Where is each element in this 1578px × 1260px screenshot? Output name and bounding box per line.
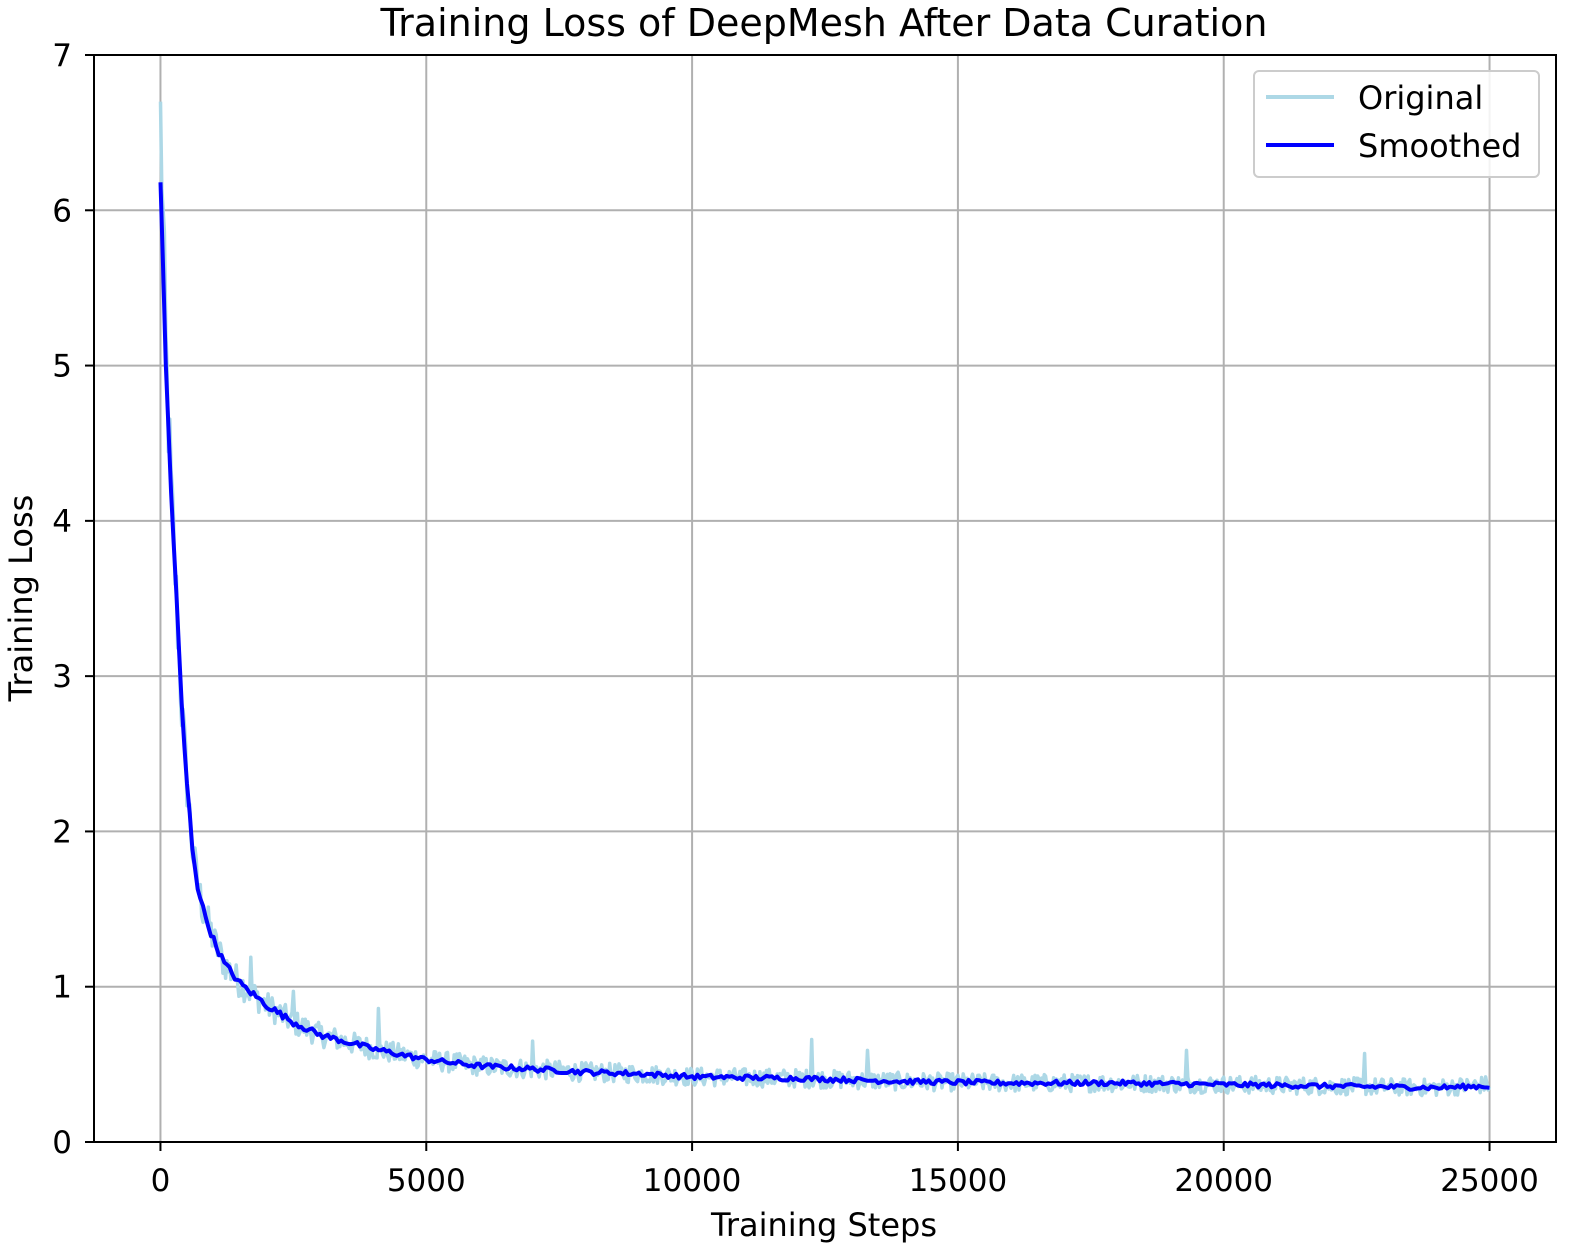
y-tick-label: 5: [52, 349, 72, 385]
x-tick-label: 5000: [387, 1163, 466, 1199]
series-line-smoothed: [158, 182, 1490, 1092]
axis-ticks: 0 5000 10000 15000 20000 25000 0 1 2 3 4 5 6 7: [52, 38, 1539, 1199]
grid-lines: [94, 54, 1556, 1143]
legend: Original Smoothed: [1253, 70, 1540, 178]
y-axis-label: Training Loss: [2, 495, 40, 703]
y-tick-label: 1: [52, 970, 72, 1006]
y-tick-label: 2: [52, 814, 72, 850]
legend-label-smoothed: Smoothed: [1358, 127, 1521, 165]
chart-title: Training Loss of DeepMesh After Data Cur…: [380, 1, 1268, 45]
y-tick-label: 0: [52, 1125, 72, 1161]
y-tick-label: 3: [52, 659, 72, 695]
x-tick-label: 0: [151, 1163, 171, 1199]
series-line-original: [158, 101, 1492, 1098]
x-axis-label: Training Steps: [710, 1206, 937, 1244]
x-tick-label: 25000: [1440, 1163, 1539, 1199]
legend-label-original: Original: [1358, 79, 1483, 117]
x-tick-label: 20000: [1174, 1163, 1273, 1199]
series-layer: [158, 101, 1492, 1098]
x-tick-label: 10000: [643, 1163, 742, 1199]
x-tick-label: 15000: [909, 1163, 1008, 1199]
y-tick-label: 4: [52, 504, 72, 540]
y-tick-label: 7: [52, 38, 72, 74]
y-tick-label: 6: [52, 193, 72, 229]
plot-area-frame: [93, 54, 1557, 1143]
